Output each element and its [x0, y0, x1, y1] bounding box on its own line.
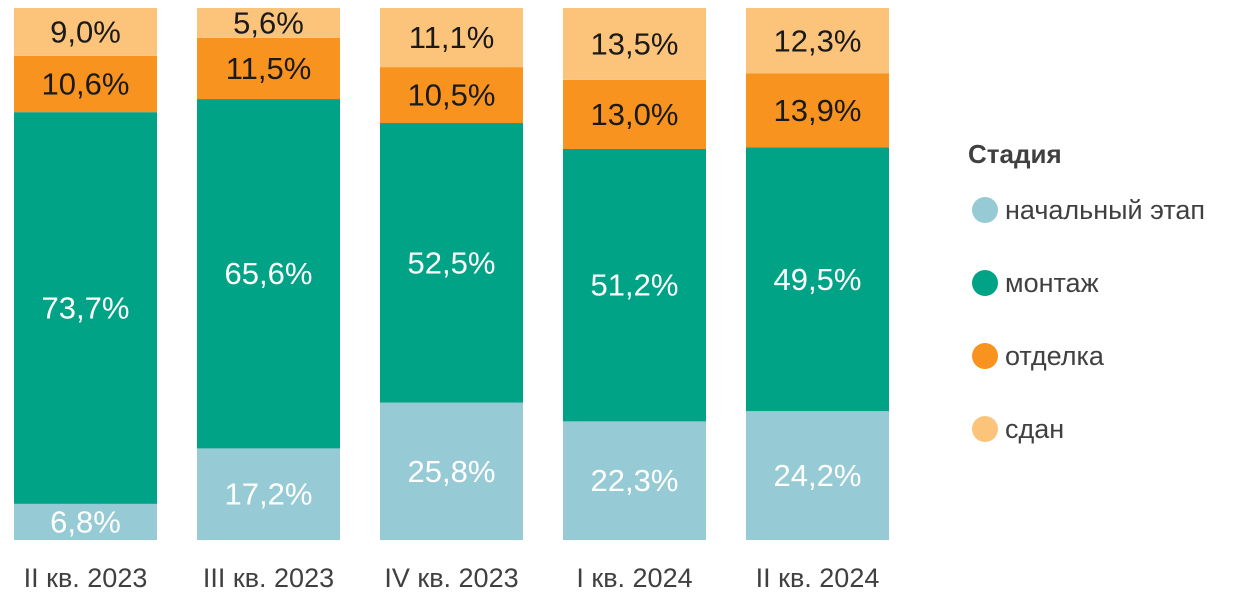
legend-label-сдан: сдан	[1005, 414, 1064, 444]
bar-segment-отделка-4	[746, 73, 889, 148]
data-label-монтаж-3: 51,2%	[591, 268, 679, 303]
bar-segment-начальный-этап-2	[380, 402, 523, 540]
legend-items: начальный этап монтаж отделка сдан	[972, 195, 1205, 444]
category-label-3: I кв. 2024	[576, 563, 692, 593]
category-labels: II кв. 2023 III кв. 2023 IV кв. 2023 I кв. …	[24, 563, 880, 593]
data-label-начальный-этап-4: 24,2%	[774, 458, 862, 493]
legend-marker-отделка	[972, 343, 998, 369]
bar-segment-сдан-2	[380, 8, 523, 68]
bar-segment-начальный-этап-3	[563, 421, 706, 540]
data-label-начальный-этап-1: 17,2%	[225, 477, 313, 512]
bar-segment-начальный-этап-0	[14, 503, 157, 540]
bar-segment-начальный-этап-4	[746, 411, 889, 540]
bar-segment-начальный-этап-1	[197, 448, 340, 540]
data-label-начальный-этап-3: 22,3%	[591, 463, 679, 498]
bars-group: 6,8% 73,7% 10,6% 9,0% 17,2% 65,6% 11,5% 5,6% 25,…	[14, 5, 889, 540]
bar-segment-отделка-0	[14, 55, 157, 113]
legend-label-монтаж: монтаж	[1005, 268, 1099, 298]
data-label-монтаж-0: 73,7%	[42, 291, 130, 326]
legend: Стадия начальный этап монтаж отделка сдан	[968, 139, 1205, 444]
category-label-1: III кв. 2023	[203, 563, 334, 593]
data-label-сдан-4: 12,3%	[774, 23, 862, 58]
bar-segment-сдан-1	[197, 8, 340, 38]
data-label-монтаж-4: 49,5%	[774, 262, 862, 297]
bar-segment-монтаж-4	[746, 147, 889, 412]
bar-segment-отделка-1	[197, 37, 340, 100]
legend-label-начальный-этап: начальный этап	[1005, 195, 1205, 225]
data-label-начальный-этап-0: 6,8%	[50, 504, 121, 539]
bar-segment-сдан-3	[563, 8, 706, 80]
category-label-4: II кв. 2024	[756, 563, 880, 593]
data-label-отделка-4: 13,9%	[774, 93, 862, 128]
data-label-отделка-2: 10,5%	[408, 78, 496, 113]
data-label-отделка-3: 13,0%	[591, 97, 679, 132]
bar-segment-сдан-0	[14, 8, 157, 56]
bar-segment-отделка-2	[380, 67, 523, 124]
data-label-отделка-0: 10,6%	[42, 67, 130, 102]
legend-title: Стадия	[968, 139, 1062, 169]
bar-segment-отделка-3	[563, 79, 706, 149]
legend-marker-сдан	[972, 416, 998, 442]
data-label-сдан-2: 11,1%	[409, 20, 495, 55]
bar-segment-монтаж-2	[380, 123, 523, 403]
bar-segment-монтаж-3	[563, 148, 706, 422]
category-label-2: IV кв. 2023	[384, 563, 518, 593]
bar-segment-сдан-4	[746, 8, 889, 74]
legend-marker-начальный-этап	[972, 197, 998, 223]
data-label-монтаж-1: 65,6%	[225, 256, 313, 291]
bar-segment-монтаж-0	[14, 112, 157, 504]
data-label-отделка-1: 11,5%	[226, 51, 312, 86]
data-label-сдан-3: 13,5%	[591, 26, 679, 61]
bar-segment-монтаж-1	[197, 99, 340, 449]
data-label-начальный-этап-2: 25,8%	[408, 454, 496, 489]
data-label-сдан-0: 9,0%	[50, 14, 121, 49]
data-label-монтаж-2: 52,5%	[408, 245, 496, 280]
legend-marker-монтаж	[972, 270, 998, 296]
data-label-сдан-1: 5,6%	[233, 5, 304, 40]
legend-label-отделка: отделка	[1005, 341, 1105, 371]
category-label-0: II кв. 2023	[24, 563, 148, 593]
